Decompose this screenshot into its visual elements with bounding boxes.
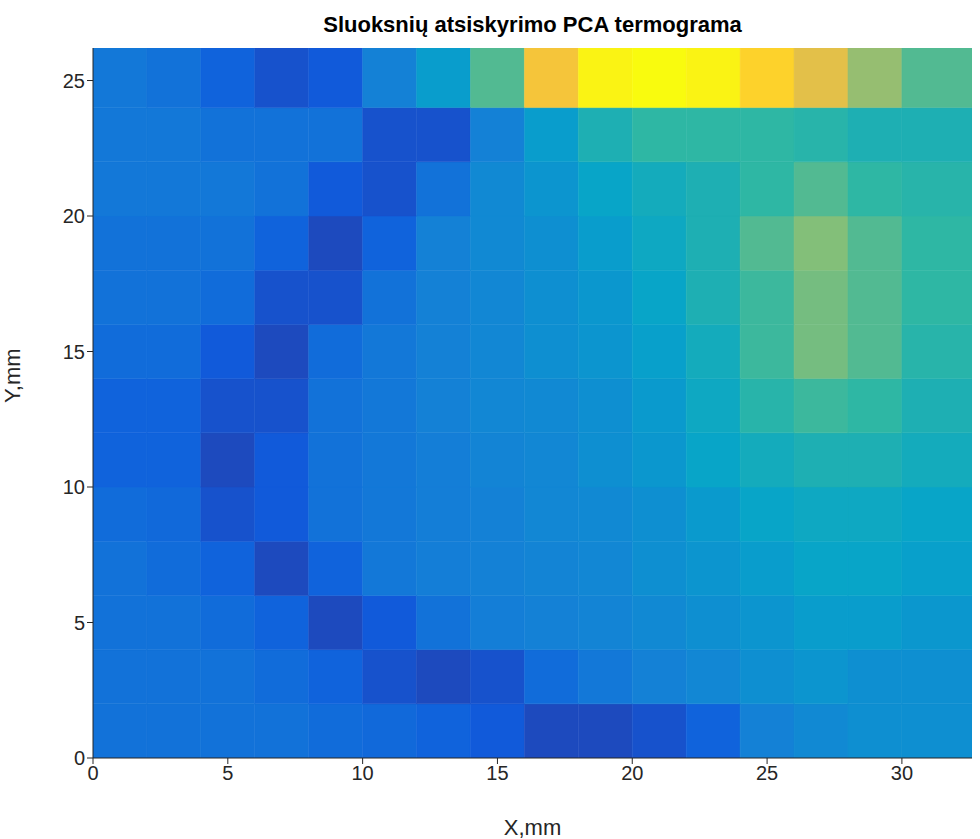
svg-text:15: 15 bbox=[63, 341, 85, 363]
svg-text:25: 25 bbox=[756, 762, 778, 784]
svg-text:30: 30 bbox=[891, 762, 913, 784]
svg-text:20: 20 bbox=[63, 205, 85, 227]
html-text:Sluoksnių atsiskyrimo PCA term: Sluoksnių atsiskyrimo PCA termograma bbox=[323, 12, 742, 37]
svg-text:15: 15 bbox=[486, 762, 508, 784]
svg-text:10: 10 bbox=[352, 762, 374, 784]
svg-text:10: 10 bbox=[63, 476, 85, 498]
svg-text:5: 5 bbox=[222, 762, 233, 784]
svg-text:5: 5 bbox=[74, 612, 85, 634]
svg-text:25: 25 bbox=[63, 70, 85, 92]
svg-text:Y,mm: Y,mm bbox=[0, 348, 25, 403]
svg-text:20: 20 bbox=[621, 762, 643, 784]
svg-text:0: 0 bbox=[74, 747, 85, 769]
svg-text:X,mm: X,mm bbox=[504, 815, 561, 839]
svg-text:0: 0 bbox=[87, 762, 98, 784]
